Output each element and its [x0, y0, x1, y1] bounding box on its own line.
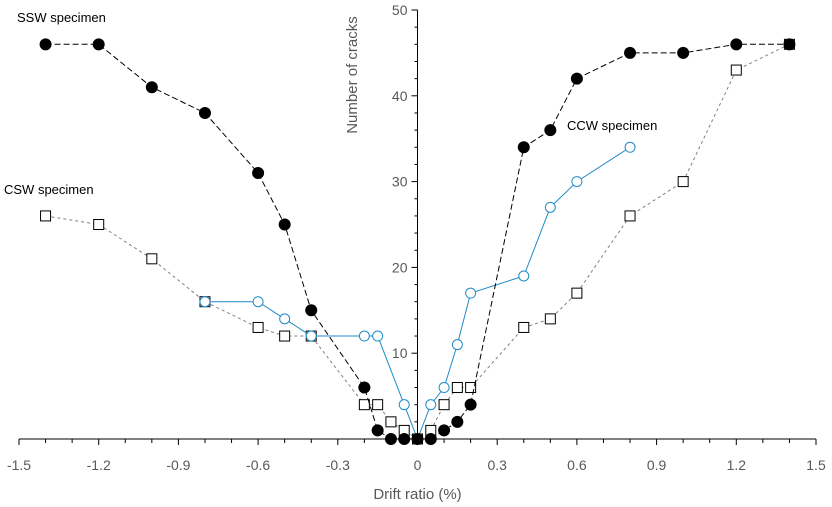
ssw-point: [278, 218, 291, 231]
ssw-point: [358, 381, 371, 394]
ccw-point: [305, 330, 317, 342]
series-layer: [39, 38, 796, 445]
csw-specimen-label: CSW specimen: [4, 182, 94, 197]
ccw-point: [571, 176, 583, 188]
ccw-point: [199, 296, 211, 308]
csw-point: [146, 253, 158, 265]
ssw-point: [39, 38, 52, 51]
csw-point: [40, 210, 52, 222]
x-tick-label: 0: [414, 457, 422, 473]
ssw-point: [92, 38, 105, 51]
x-tick-label: 0.3: [487, 457, 507, 473]
ssw-point: [570, 72, 583, 85]
ccw-point: [451, 339, 463, 351]
csw-point: [518, 321, 530, 333]
ssw-point: [398, 433, 411, 445]
x-tick-label: 0.9: [647, 457, 667, 473]
csw-point: [372, 399, 384, 411]
csw-point: [438, 399, 450, 411]
ccw-specimen-label: CCW specimen: [567, 118, 657, 133]
ssw-point: [624, 46, 637, 59]
y-axis-title: Number of cracks: [344, 16, 361, 134]
labels-layer: Drift ratio (%) Number of cracks SSW spe…: [4, 10, 657, 503]
ssw-point: [198, 106, 211, 119]
ssw-point: [424, 433, 437, 445]
csw-point: [93, 219, 105, 230]
ssw-point: [305, 304, 318, 317]
x-tick-label: 0.6: [567, 457, 587, 473]
ssw-point: [677, 46, 690, 59]
csw-point: [624, 210, 636, 222]
ccw-point: [425, 399, 437, 411]
ssw-point: [371, 424, 384, 437]
ssw-specimen-label: SSW specimen: [17, 10, 106, 25]
ssw-point: [384, 433, 397, 445]
csw-point: [252, 321, 264, 333]
x-axis-title: Drift ratio (%): [373, 486, 461, 503]
ssw-point: [411, 433, 424, 445]
ccw-series-line: [205, 146, 631, 441]
csw-point: [544, 313, 556, 325]
ccw-point: [398, 399, 410, 411]
ccw-point: [372, 330, 384, 342]
ccw-point: [544, 201, 556, 213]
x-tick-label: -1.2: [87, 457, 111, 473]
ccw-point: [465, 287, 477, 299]
ssw-point: [783, 38, 796, 51]
x-tick-label: 1.2: [727, 457, 747, 473]
ssw-point: [544, 124, 557, 137]
y-tick-label: 20: [392, 259, 408, 275]
ssw-point: [451, 415, 464, 428]
csw-point: [571, 287, 583, 299]
ssw-point: [517, 141, 530, 154]
ssw-point: [730, 38, 743, 51]
csw-point: [465, 382, 477, 394]
y-tick-label: 50: [392, 2, 408, 18]
x-tick-label: -0.3: [326, 457, 350, 473]
csw-point: [279, 330, 291, 342]
ccw-point: [518, 270, 530, 282]
x-tick-label: -0.6: [246, 457, 270, 473]
csw-point: [358, 399, 370, 411]
y-tick-label: 10: [392, 345, 408, 361]
ssw-point: [464, 398, 477, 411]
ccw-point: [279, 313, 291, 325]
ccw-point: [438, 382, 450, 394]
ssw-point: [145, 81, 158, 94]
axes: -1.5 -1.2 -0.9 -0.6 -0.3 0 0.3 0.6 0.9 1.2 1.5 10 20…: [7, 2, 826, 473]
csw-point: [677, 176, 689, 188]
ssw-point: [252, 167, 265, 180]
ssw-point: [438, 424, 451, 437]
ccw-point: [624, 141, 636, 153]
x-tick-label: -0.9: [166, 457, 190, 473]
ssw-series: [39, 38, 796, 445]
x-tick-label: -1.5: [7, 457, 31, 473]
csw-point: [730, 64, 742, 76]
csw-point: [451, 382, 463, 394]
csw-point: [385, 416, 397, 428]
x-tick-label: 1.5: [806, 457, 826, 473]
y-tick-label: 30: [392, 174, 408, 190]
ccw-point: [358, 330, 370, 342]
y-tick-label: 40: [392, 88, 408, 104]
ccw-point: [252, 296, 264, 308]
